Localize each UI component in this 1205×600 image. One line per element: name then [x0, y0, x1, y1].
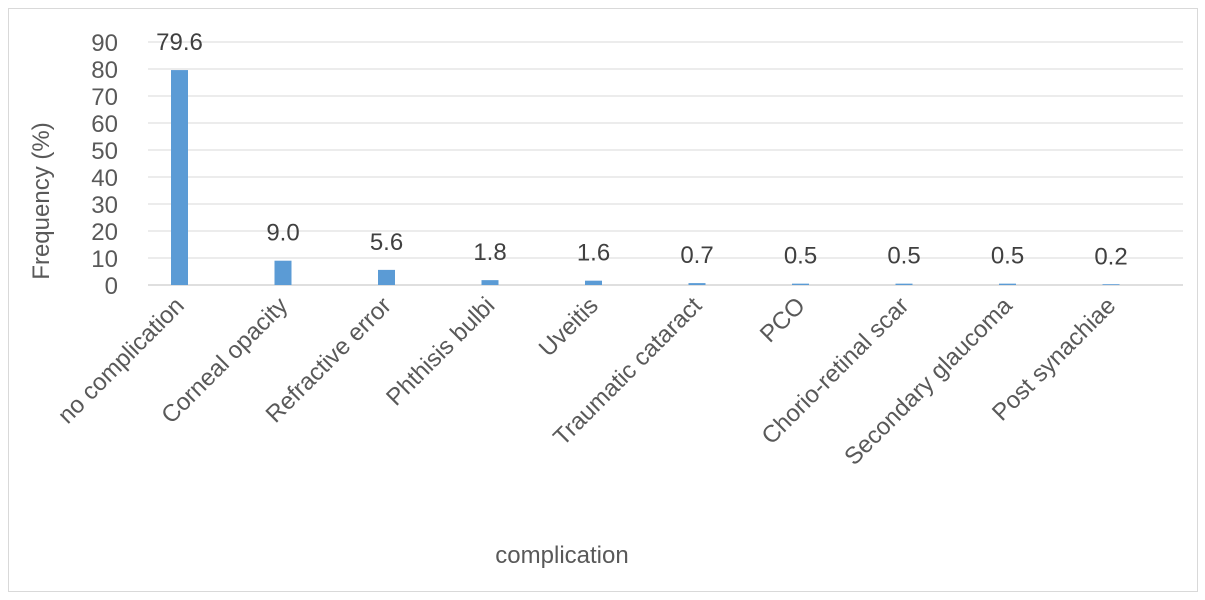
bar-refractive-error	[378, 269, 395, 285]
data-label: 5.6	[370, 229, 403, 256]
y-tick-label: 70	[91, 84, 118, 111]
y-tick-label: 20	[91, 219, 118, 246]
x-tick-label: PCO	[755, 292, 811, 348]
data-labels: 79.6 9.0 5.6 1.8 1.6 0.7 0.5 0.5 0.5 0.2	[156, 29, 1128, 270]
data-label: 0.7	[680, 242, 713, 269]
y-tick-label: 90	[91, 30, 118, 57]
bar-post-synachiae	[1102, 284, 1120, 285]
data-label: 0.5	[887, 243, 920, 270]
y-tick-label: 30	[91, 192, 118, 219]
x-tick-label: Uveitis	[534, 292, 604, 362]
data-label: 9.0	[266, 220, 299, 247]
data-label: 1.8	[473, 239, 506, 266]
data-label: 1.6	[577, 240, 610, 267]
data-label: 79.6	[156, 29, 203, 56]
data-label: 0.2	[1094, 243, 1127, 270]
bars	[171, 70, 1120, 285]
bar-pco	[792, 283, 809, 285]
bar-phthisis-bulbi	[481, 280, 499, 285]
data-label: 0.5	[784, 243, 817, 270]
bar-uveitis	[585, 280, 602, 285]
x-tick-label: Phthisis bulbi	[381, 292, 500, 411]
y-tick-label: 10	[91, 246, 118, 273]
x-axis-title: complication	[495, 542, 628, 569]
data-label: 0.5	[991, 243, 1024, 270]
y-tick-label: 40	[91, 165, 118, 192]
x-tick-label: Secondary glaucoma	[839, 292, 1018, 471]
bar-chorio-retinal-scar	[895, 283, 913, 285]
bar-traumatic-cataract	[688, 283, 706, 285]
y-tick-label: 60	[91, 111, 118, 138]
bar-secondary-glaucoma	[999, 283, 1016, 285]
bar-no-complication	[171, 70, 188, 285]
y-tick-label: 80	[91, 57, 118, 84]
chart-area	[8, 8, 1198, 592]
y-tick-label: 50	[91, 138, 118, 165]
y-axis-title: Frequency (%)	[28, 122, 55, 279]
bar-corneal-opacity	[274, 260, 292, 285]
y-tick-label: 0	[105, 273, 118, 300]
gridlines	[148, 41, 1183, 286]
